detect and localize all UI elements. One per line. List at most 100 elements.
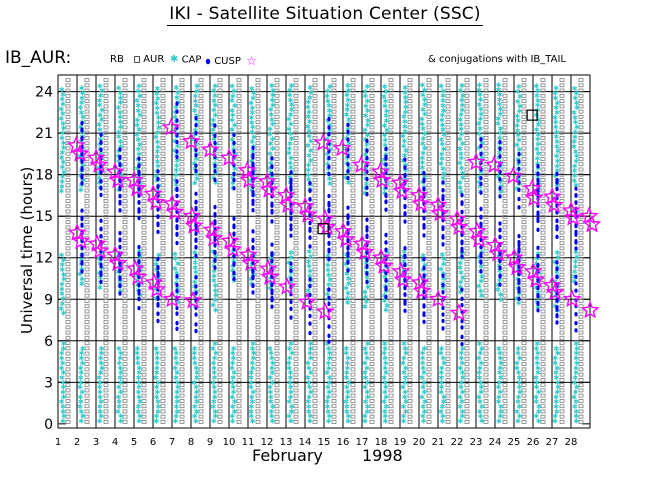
cusp-point — [308, 213, 312, 218]
aur-point — [540, 351, 546, 356]
cap-point: ✱ — [363, 293, 369, 301]
cap-point: ✱ — [230, 267, 236, 275]
cap-point: ✱ — [307, 94, 313, 102]
cap-point: ✱ — [325, 408, 331, 416]
aur-point — [217, 78, 223, 82]
aur-point — [331, 272, 337, 277]
aur-point — [369, 288, 375, 293]
aur-point — [198, 209, 204, 214]
aur-point — [122, 372, 128, 377]
aur-point — [236, 399, 242, 403]
aur-point — [312, 393, 318, 398]
aur-point — [84, 214, 90, 219]
cap-point: ✱ — [516, 379, 522, 387]
cap-point: ✱ — [135, 107, 141, 115]
cap-point: ✱ — [135, 117, 141, 125]
cap-point: ✱ — [496, 149, 502, 157]
cusp-point — [403, 204, 407, 210]
aur-point — [426, 188, 432, 193]
aur-point — [407, 93, 413, 98]
aur-point — [369, 241, 375, 246]
cap-point: ✱ — [402, 94, 408, 102]
aur-point — [236, 83, 242, 88]
cap-point: ✱ — [402, 345, 408, 353]
aur-point — [559, 114, 565, 119]
aur-point — [331, 204, 337, 209]
aur-point — [369, 351, 375, 356]
cap-point: ✱ — [421, 345, 427, 353]
aur-point — [312, 120, 318, 125]
cap-point: ✱ — [497, 96, 503, 104]
cusp-point — [308, 228, 312, 234]
cap-point: ✱ — [79, 99, 85, 107]
aur-point — [274, 104, 280, 109]
cap-point: ✱ — [250, 345, 256, 353]
cap-point: ✱ — [80, 177, 86, 185]
cap-point: ✱ — [439, 141, 445, 149]
cap-point: ✱ — [441, 146, 447, 154]
cusp-point — [346, 205, 350, 210]
aur-point — [350, 304, 356, 309]
cap-point: ✱ — [305, 171, 311, 179]
cap-point: ✱ — [458, 279, 464, 287]
aur-point — [464, 93, 470, 98]
cap-point: ✱ — [268, 275, 274, 283]
cap-point: ✱ — [270, 359, 276, 367]
aur-point — [407, 304, 413, 309]
cap-point: ✱ — [250, 389, 256, 397]
aur-point — [160, 141, 166, 146]
cap-point: ✱ — [60, 345, 66, 353]
cap-point: ✱ — [457, 364, 463, 372]
cusp-point — [498, 140, 502, 145]
cusp-point — [422, 265, 426, 271]
cusp-point — [118, 186, 122, 192]
conjugation-star — [204, 228, 224, 247]
cap-point: ✱ — [306, 379, 312, 387]
aur-point — [198, 346, 204, 351]
aur-point — [369, 130, 375, 135]
aur-point — [559, 172, 565, 177]
aur-point — [217, 83, 223, 88]
cap-point: ✱ — [439, 251, 445, 259]
cap-point: ✱ — [403, 364, 409, 372]
cap-point: ✱ — [514, 408, 520, 416]
cap-point: ✱ — [289, 101, 295, 109]
cap-point: ✱ — [326, 345, 332, 353]
cusp-point — [422, 215, 426, 221]
cap-point: ✱ — [78, 364, 84, 372]
aur-point — [540, 320, 546, 324]
cap-point: ✱ — [326, 379, 332, 387]
aur-point — [388, 409, 394, 414]
aur-point — [103, 304, 109, 309]
cap-point: ✱ — [210, 345, 216, 353]
cap-point: ✱ — [175, 384, 181, 392]
aur-point — [293, 167, 299, 172]
aur-point — [293, 220, 299, 224]
station-label: IB_AUR: — [5, 48, 72, 68]
aur-point — [407, 393, 413, 398]
cap-point: ✱ — [457, 160, 463, 168]
cap-point: ✱ — [58, 115, 64, 123]
aur-point — [407, 399, 413, 403]
aur-point — [312, 88, 318, 93]
aur-point — [312, 157, 318, 161]
cap-point: ✱ — [554, 153, 560, 161]
cap-point: ✱ — [572, 119, 578, 127]
cap-point: ✱ — [572, 167, 578, 175]
aur-point — [464, 293, 470, 298]
cap-point: ✱ — [458, 288, 464, 296]
cap-point: ✱ — [403, 350, 409, 358]
cap-point: ✱ — [193, 269, 199, 277]
aur-point — [445, 136, 451, 140]
aur-point — [502, 335, 508, 340]
aur-point — [464, 299, 470, 303]
cusp-point — [289, 210, 293, 216]
aur-point — [274, 278, 280, 282]
cap-point: ✱ — [153, 418, 159, 426]
cap-point: ✱ — [155, 143, 161, 151]
conjugation-star — [579, 206, 599, 225]
aur-point — [122, 383, 128, 388]
aur-point — [65, 146, 71, 151]
aur-point — [103, 93, 109, 98]
cap-point: ✱ — [287, 374, 293, 382]
